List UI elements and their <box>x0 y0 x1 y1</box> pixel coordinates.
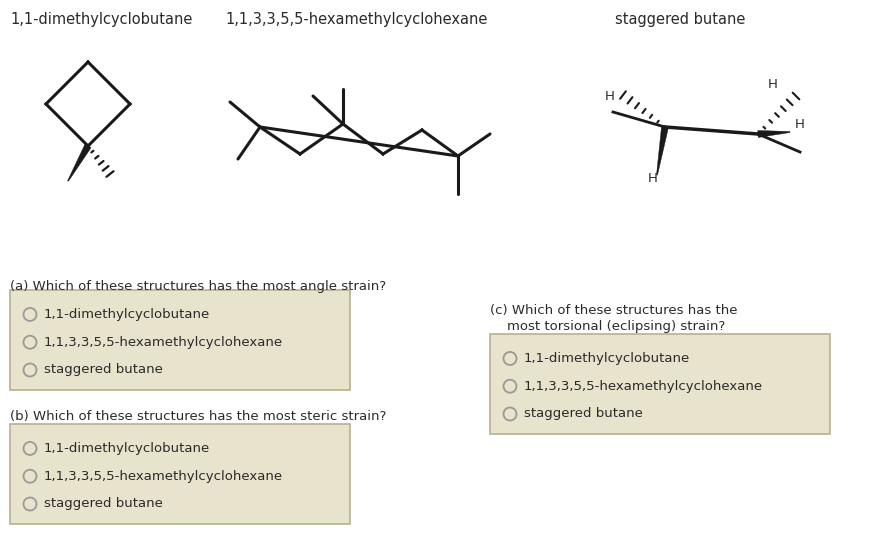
Text: H: H <box>794 118 804 130</box>
Text: 1,1-dimethylcyclobutane: 1,1-dimethylcyclobutane <box>523 352 689 365</box>
Text: staggered butane: staggered butane <box>44 497 163 511</box>
Text: staggered butane: staggered butane <box>614 12 745 27</box>
Text: staggered butane: staggered butane <box>44 364 163 376</box>
Text: 1,1,3,3,5,5-hexamethylcyclohexane: 1,1,3,3,5,5-hexamethylcyclohexane <box>523 380 763 392</box>
Polygon shape <box>656 126 668 175</box>
Text: 1,1-dimethylcyclobutane: 1,1-dimethylcyclobutane <box>44 442 210 455</box>
Text: most torsional (eclipsing) strain?: most torsional (eclipsing) strain? <box>489 320 724 333</box>
FancyBboxPatch shape <box>10 290 350 390</box>
FancyBboxPatch shape <box>489 334 829 434</box>
Text: (c) Which of these structures has the: (c) Which of these structures has the <box>489 304 737 317</box>
Text: H: H <box>647 172 657 185</box>
FancyBboxPatch shape <box>10 424 350 524</box>
Text: 1,1,3,3,5,5-hexamethylcyclohexane: 1,1,3,3,5,5-hexamethylcyclohexane <box>224 12 487 27</box>
Text: 1,1-dimethylcyclobutane: 1,1-dimethylcyclobutane <box>10 12 192 27</box>
Text: (b) Which of these structures has the most steric strain?: (b) Which of these structures has the mo… <box>10 410 386 423</box>
Text: 1,1-dimethylcyclobutane: 1,1-dimethylcyclobutane <box>44 308 210 321</box>
Text: staggered butane: staggered butane <box>523 407 642 421</box>
Text: 1,1,3,3,5,5-hexamethylcyclohexane: 1,1,3,3,5,5-hexamethylcyclohexane <box>44 470 283 482</box>
Text: 1,1,3,3,5,5-hexamethylcyclohexane: 1,1,3,3,5,5-hexamethylcyclohexane <box>44 336 283 349</box>
Polygon shape <box>757 130 789 137</box>
Text: (a) Which of these structures has the most angle strain?: (a) Which of these structures has the mo… <box>10 280 385 293</box>
Polygon shape <box>67 144 91 181</box>
Text: H: H <box>604 91 614 104</box>
Text: H: H <box>767 77 777 91</box>
